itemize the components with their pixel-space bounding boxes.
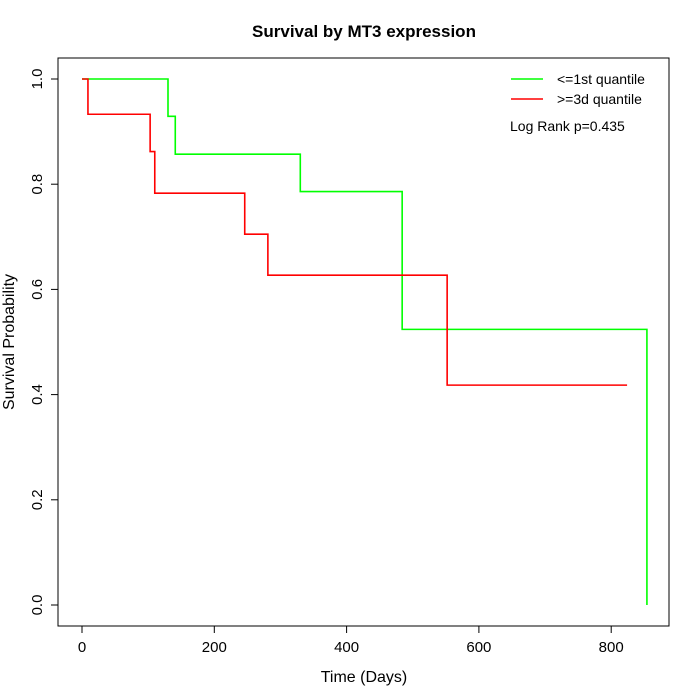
x-tick-label: 0 xyxy=(78,639,86,656)
x-axis-label: Time (Days) xyxy=(321,669,408,686)
legend-label-high: >=3d quantile xyxy=(557,91,642,107)
survival-curve-0 xyxy=(82,78,648,605)
x-tick-label: 400 xyxy=(334,639,359,656)
y-tick-label: 0.0 xyxy=(29,595,46,616)
y-axis-label: Survival Probability xyxy=(1,274,18,410)
legend: <=1st quantile >=3d quantile Log Rank p=… xyxy=(510,71,645,134)
logrank-annotation: Log Rank p=0.435 xyxy=(510,118,625,134)
x-tick-label: 200 xyxy=(202,639,227,656)
x-tick-label: 600 xyxy=(466,639,491,656)
y-tick-label: 0.2 xyxy=(29,489,46,510)
y-tick-label: 0.6 xyxy=(29,279,46,300)
y-tick-label: 1.0 xyxy=(29,69,46,90)
chart-title: Survival by MT3 expression xyxy=(252,22,476,41)
legend-label-low: <=1st quantile xyxy=(557,71,645,87)
y-tick-label: 0.4 xyxy=(29,384,46,405)
survival-curve-1 xyxy=(82,78,628,386)
y-tick-label: 0.8 xyxy=(29,174,46,195)
x-tick-label: 800 xyxy=(599,639,624,656)
